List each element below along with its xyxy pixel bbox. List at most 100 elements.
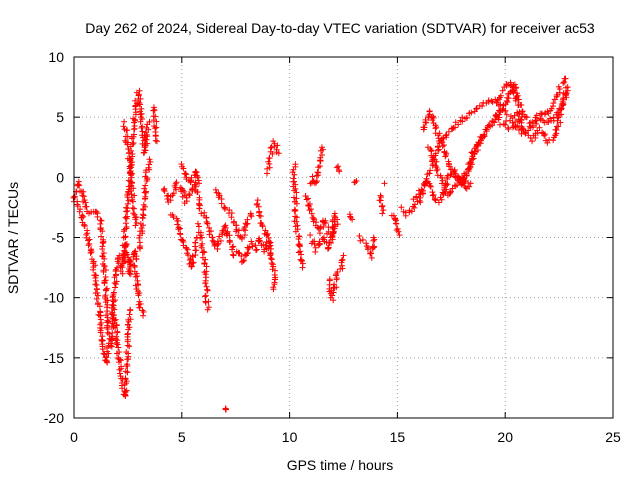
data-point bbox=[402, 212, 409, 219]
y-tick-label: 5 bbox=[56, 109, 64, 125]
data-point bbox=[247, 210, 254, 217]
data-point bbox=[357, 237, 364, 244]
data-point bbox=[120, 253, 127, 260]
data-point bbox=[487, 123, 494, 130]
data-point bbox=[131, 131, 138, 138]
data-point bbox=[103, 358, 110, 365]
data-point bbox=[495, 116, 502, 123]
data-point bbox=[292, 213, 299, 220]
data-point bbox=[562, 75, 569, 82]
data-point bbox=[81, 223, 88, 230]
data-point bbox=[325, 244, 332, 251]
data-point bbox=[429, 117, 436, 124]
data-point bbox=[252, 242, 259, 249]
data-point bbox=[331, 281, 338, 288]
data-point bbox=[138, 224, 145, 231]
data-point bbox=[307, 206, 314, 213]
data-point bbox=[296, 243, 303, 250]
data-point bbox=[81, 221, 88, 228]
data-point bbox=[177, 231, 184, 238]
data-point bbox=[368, 254, 375, 261]
data-point bbox=[455, 177, 462, 184]
data-point bbox=[533, 120, 540, 127]
data-point bbox=[518, 102, 525, 109]
data-point bbox=[116, 366, 123, 373]
data-point bbox=[108, 343, 115, 350]
data-point bbox=[140, 212, 147, 219]
data-point bbox=[427, 182, 434, 189]
data-point bbox=[324, 245, 331, 252]
data-point bbox=[371, 243, 378, 250]
data-point bbox=[255, 203, 262, 210]
data-point bbox=[94, 289, 101, 296]
data-point bbox=[101, 255, 108, 262]
data-point bbox=[519, 125, 526, 132]
data-point bbox=[297, 256, 304, 263]
data-point bbox=[271, 279, 278, 286]
data-point bbox=[175, 226, 182, 233]
data-point bbox=[443, 186, 450, 193]
data-point bbox=[124, 141, 131, 148]
data-point bbox=[126, 183, 133, 190]
data-point bbox=[212, 186, 219, 193]
data-point bbox=[80, 188, 87, 195]
data-point bbox=[115, 344, 122, 351]
data-point bbox=[181, 170, 188, 177]
data-point bbox=[349, 216, 356, 223]
data-point bbox=[359, 236, 366, 243]
data-point bbox=[427, 183, 434, 190]
data-point bbox=[244, 249, 251, 256]
data-point bbox=[539, 110, 546, 117]
data-point bbox=[229, 251, 236, 258]
data-point bbox=[111, 306, 118, 313]
data-point bbox=[126, 149, 133, 156]
data-point bbox=[203, 283, 210, 290]
data-point bbox=[331, 210, 338, 217]
data-point bbox=[111, 317, 118, 324]
data-point bbox=[146, 118, 153, 125]
data-point bbox=[267, 144, 274, 151]
data-point bbox=[532, 117, 539, 124]
data-point bbox=[423, 179, 430, 186]
data-point bbox=[544, 139, 551, 146]
data-point bbox=[193, 169, 200, 176]
data-point bbox=[88, 248, 95, 255]
data-point bbox=[312, 248, 319, 255]
data-point bbox=[432, 197, 439, 204]
data-point bbox=[116, 370, 123, 377]
data-point bbox=[174, 221, 181, 228]
data-point bbox=[264, 230, 271, 237]
data-point bbox=[123, 223, 130, 230]
data-point bbox=[267, 242, 274, 249]
data-point bbox=[390, 212, 397, 219]
data-point bbox=[248, 213, 255, 220]
data-point bbox=[98, 233, 105, 240]
data-point bbox=[194, 189, 201, 196]
data-point bbox=[75, 182, 82, 189]
data-point bbox=[136, 304, 143, 311]
data-point bbox=[189, 186, 196, 193]
data-point bbox=[330, 297, 337, 304]
data-point bbox=[181, 188, 188, 195]
y-tick-labels: -20 -15 -10 -5 0 5 10 bbox=[44, 49, 64, 426]
data-point bbox=[353, 177, 360, 184]
data-point bbox=[125, 188, 132, 195]
data-point bbox=[126, 270, 133, 277]
data-point bbox=[128, 171, 135, 178]
data-point bbox=[541, 132, 548, 139]
data-point bbox=[462, 184, 469, 191]
data-point bbox=[298, 258, 305, 265]
data-point bbox=[318, 144, 325, 151]
data-point bbox=[122, 234, 129, 241]
data-point bbox=[293, 218, 300, 225]
data-point bbox=[529, 124, 536, 131]
data-point bbox=[112, 297, 119, 304]
data-point bbox=[178, 188, 185, 195]
data-point bbox=[268, 144, 275, 151]
data-point bbox=[222, 222, 229, 229]
data-point bbox=[564, 84, 571, 91]
data-point bbox=[101, 280, 108, 287]
data-point bbox=[144, 133, 151, 140]
data-point bbox=[546, 115, 553, 122]
data-point bbox=[186, 190, 193, 197]
